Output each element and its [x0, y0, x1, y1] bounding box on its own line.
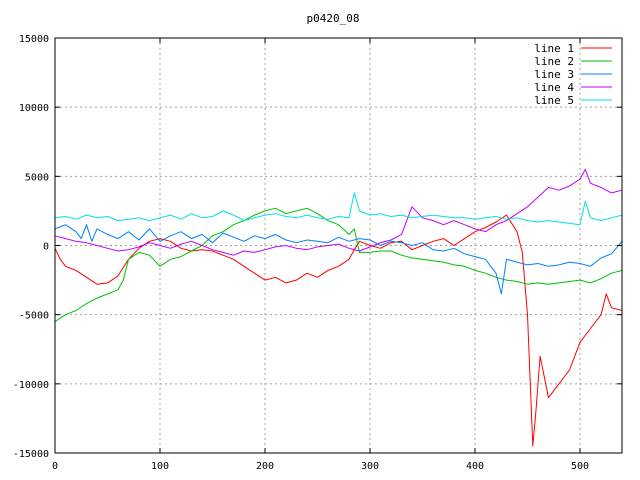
legend-label-1: line 1 [534, 42, 574, 55]
series-line-4 [54, 168, 623, 256]
y-tick-label: 15000 [19, 34, 49, 45]
series-line-5 [54, 192, 623, 226]
legend-label-4: line 4 [534, 81, 574, 94]
x-tick-label: 100 [151, 461, 169, 472]
legend-label-2: line 2 [534, 55, 574, 68]
y-tick-label: -15000 [13, 449, 49, 460]
grid-lines [55, 38, 622, 453]
chart-title: p0420_08 [307, 12, 360, 25]
y-tick-label: 0 [43, 242, 49, 253]
x-tick-label: 500 [571, 461, 589, 472]
x-tick-label: 400 [466, 461, 484, 472]
x-tick-label: 300 [361, 461, 379, 472]
x-tick-label: 0 [52, 461, 58, 472]
y-tick-label: 5000 [25, 172, 49, 183]
series-line-3 [54, 224, 623, 295]
y-tick-label: -5000 [19, 311, 49, 322]
axis-ticks: 0 100 200 300 400 500 -15000 -10000 -5000 0 5000 10… [13, 34, 622, 472]
x-tick-label: 200 [256, 461, 274, 472]
legend-label-3: line 3 [534, 68, 574, 81]
y-tick-label: 10000 [19, 103, 49, 114]
legend-label-5: line 5 [534, 94, 574, 107]
series-line-1 [54, 214, 623, 447]
series-line-2 [54, 207, 623, 323]
series-lines [54, 168, 623, 447]
y-tick-label: -10000 [13, 380, 49, 391]
